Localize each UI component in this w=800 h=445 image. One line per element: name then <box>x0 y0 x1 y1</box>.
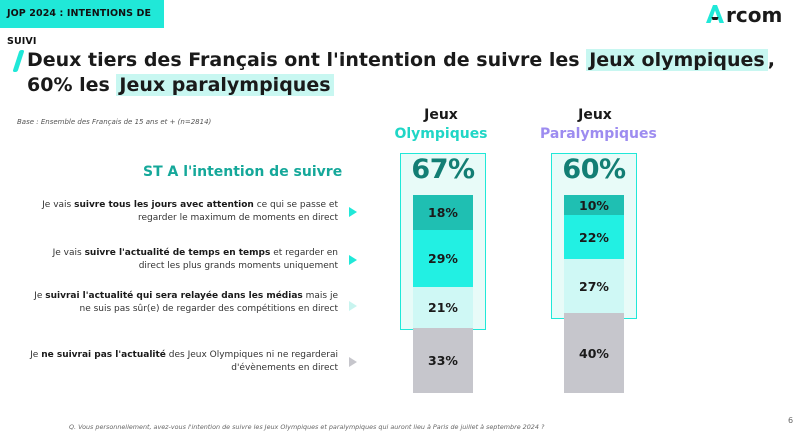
bar-segment-olympic-1: 18% <box>413 195 473 231</box>
column-header-olympic-line2: Olympiques <box>394 126 488 142</box>
row-label-media: Je suivrai l'actualité qui sera relayée … <box>34 291 338 314</box>
row-arrow-icon <box>349 357 357 367</box>
bar-value-label: 21% <box>428 300 458 316</box>
row-label-no-follow: Je ne suivrai pas l'actualité des Jeux O… <box>30 350 338 373</box>
column-header-olympic-line1: Jeux <box>424 107 458 123</box>
title-line1-end: , <box>767 49 775 71</box>
survey-question: Q. Vous personnellement, avez-vous l'int… <box>69 423 545 431</box>
bar-value-label: 40% <box>579 345 609 361</box>
page-number: 6 <box>788 416 794 425</box>
row-label-daily: Je vais suivre tous les jours avec atten… <box>42 200 338 223</box>
page-title: Deux tiers des Français ont l'intention … <box>27 48 787 98</box>
bar-segment-paralympic-2: 22% <box>564 215 624 259</box>
row-arrow-icon <box>349 207 357 217</box>
bar-value-label: 22% <box>579 229 609 245</box>
bar-segment-paralympic-1: 10% <box>564 195 624 215</box>
subtotal-label: ST A l'intention de suivre <box>143 164 343 180</box>
bar-value-label: 27% <box>579 278 609 294</box>
row-arrow-icon <box>349 255 357 265</box>
base-note: Base : Ensemble des Français de 15 ans e… <box>17 118 212 126</box>
bar-value-label: 10% <box>579 197 609 213</box>
subtotal-value-paralympic: 60% <box>562 154 626 185</box>
bar-segment-paralympic-3: 27% <box>564 259 624 313</box>
section-tag: JOP 2024 : INTENTIONS DE SUIVI <box>0 0 164 47</box>
subtotal-value-olympic: 67% <box>411 154 475 185</box>
title-highlight-paralympic: Jeux paralympiques <box>116 74 334 96</box>
arcom-logo-mark: rcom <box>706 3 782 27</box>
title-highlight-olympic: Jeux olympiques <box>586 49 768 71</box>
title-line2-text: 60% les <box>27 74 117 96</box>
bar-segment-paralympic-4: 40% <box>564 313 624 393</box>
svg-text:rcom: rcom <box>726 3 782 27</box>
row-label-occasional: Je vais suivre l'actualité de temps en t… <box>52 248 338 271</box>
bar-segment-olympic-2: 29% <box>413 230 473 288</box>
row-arrow-icon <box>349 301 357 311</box>
bar-value-label: 29% <box>428 251 458 267</box>
column-header-paralympic: Jeux Paralympiques <box>540 106 657 144</box>
bar-value-label: 18% <box>428 205 458 221</box>
bar-value-label: 33% <box>428 353 458 369</box>
bar-segment-olympic-3: 21% <box>413 287 473 329</box>
column-header-paralympic-line1: Jeux <box>578 107 612 123</box>
bar-segment-olympic-4: 33% <box>413 328 473 393</box>
column-header-olympic: Jeux Olympiques <box>386 106 496 144</box>
title-line1-text: Deux tiers des Français ont l'intention … <box>27 49 587 71</box>
arcom-logo: rcom <box>703 1 795 27</box>
column-header-paralympic-line2: Paralympiques <box>540 126 657 142</box>
